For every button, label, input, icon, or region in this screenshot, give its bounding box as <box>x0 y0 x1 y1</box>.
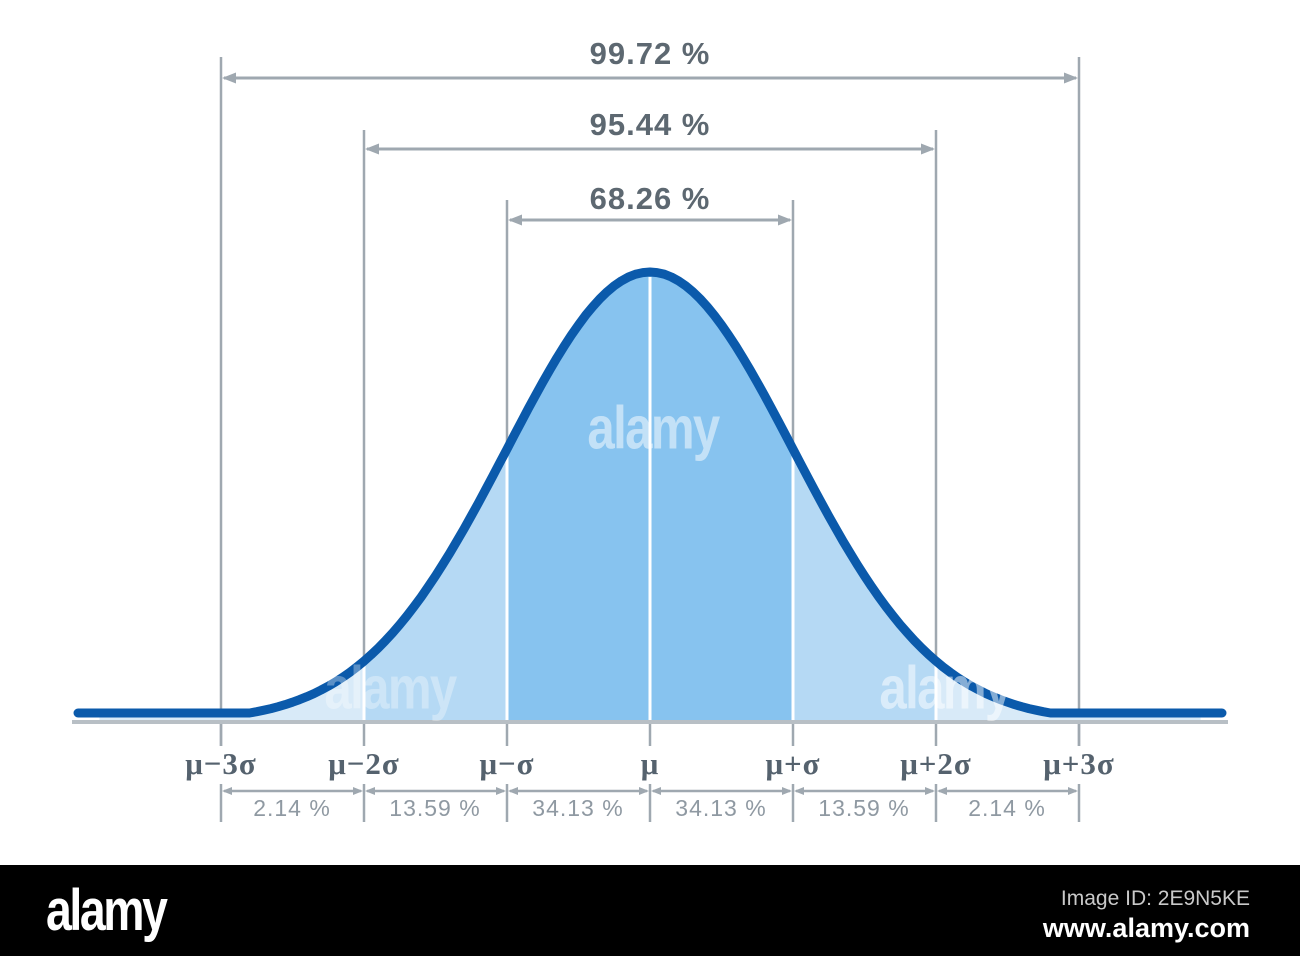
span-label-1sigma: 68.26 % <box>589 181 711 216</box>
axis-label-mu-plus-2sigma: μ+2σ <box>900 746 972 781</box>
alamy-url: www.alamy.com <box>1042 913 1250 943</box>
axis-label-mu-plus-sigma: μ+σ <box>765 746 821 781</box>
alamy-watermark: alamy <box>587 394 720 462</box>
segment-pct-2: 13.59 % <box>389 795 481 821</box>
axis-label-mu-minus-2sigma: μ−2σ <box>328 746 400 781</box>
segment-pct-3: 34.13 % <box>532 795 624 821</box>
alamy-watermark: alamy <box>324 654 457 722</box>
axis-label-mu: μ <box>640 746 660 781</box>
segment-pct-6: 2.14 % <box>968 795 1046 821</box>
span-label-2sigma: 95.44 % <box>589 107 711 142</box>
axis-label-mu-minus-sigma: μ−σ <box>479 746 535 781</box>
alamy-footer-bar: alamy Image ID: 2E9N5KE www.alamy.com <box>0 865 1300 956</box>
segment-pct-5: 13.59 % <box>818 795 910 821</box>
segment-pct-4: 34.13 % <box>675 795 767 821</box>
axis-label-mu-plus-3sigma: μ+3σ <box>1043 746 1115 781</box>
bell-curve-canvas <box>72 57 1228 822</box>
segment-pct-1: 2.14 % <box>253 795 331 821</box>
axis-label-mu-minus-3sigma: μ−3σ <box>185 746 257 781</box>
image-id-label: Image ID: 2E9N5KE <box>1060 887 1250 910</box>
alamy-logo: alamy <box>46 878 168 943</box>
alamy-watermark: alamy <box>879 654 1012 722</box>
span-label-3sigma: 99.72 % <box>589 36 711 71</box>
